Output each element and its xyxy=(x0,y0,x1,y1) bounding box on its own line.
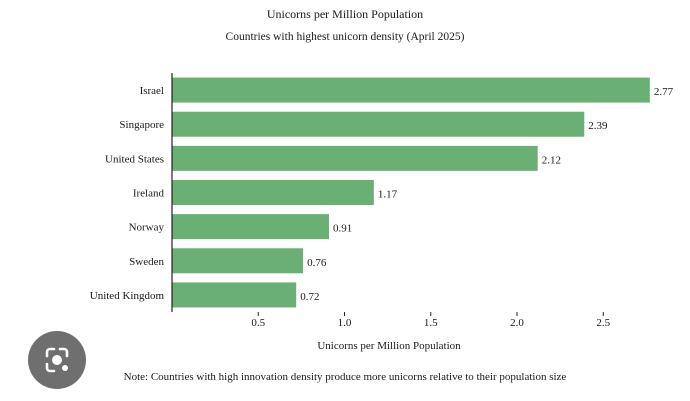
bar-0 xyxy=(172,77,650,103)
category-label: United States xyxy=(105,153,164,165)
category-label: Sweden xyxy=(129,256,164,268)
chart-subtitle: Countries with highest unicorn density (… xyxy=(226,31,465,43)
x-tick-label: 2.0 xyxy=(510,317,524,329)
category-label: Israel xyxy=(140,85,164,97)
category-label: Norway xyxy=(129,222,165,234)
value-label: 2.77 xyxy=(654,86,674,98)
lens-icon xyxy=(45,347,69,373)
chart-note: Note: Countries with high innovation den… xyxy=(124,371,567,383)
bar-3 xyxy=(172,180,374,205)
bars-group xyxy=(172,77,650,308)
value-labels: 2.77 2.39 2.12 1.17 0.91 0.76 0.72 xyxy=(300,86,673,303)
x-tick-label: 0.5 xyxy=(251,317,265,329)
category-labels: Israel Singapore United States Ireland Norwa… xyxy=(90,85,165,302)
value-label: 2.39 xyxy=(588,120,608,132)
bar-1 xyxy=(172,111,585,137)
x-tick-label: 1.0 xyxy=(338,317,352,329)
value-label: 1.17 xyxy=(378,189,398,201)
value-label: 2.12 xyxy=(542,154,561,166)
category-label: United Kingdom xyxy=(90,290,165,302)
bar-5 xyxy=(172,248,304,274)
bar-6 xyxy=(172,282,297,308)
x-ticks: 0.5 1.0 1.5 2.0 2.5 xyxy=(251,312,611,329)
value-label: 0.91 xyxy=(333,223,352,235)
lens-button[interactable] xyxy=(28,331,86,389)
bar-2 xyxy=(172,145,538,171)
bar-4 xyxy=(172,214,329,240)
x-axis-label: Unicorns per Million Population xyxy=(317,340,461,352)
value-label: 0.72 xyxy=(300,291,319,303)
value-label: 0.76 xyxy=(307,257,327,269)
x-tick-label: 1.5 xyxy=(424,317,438,329)
category-label: Ireland xyxy=(133,188,165,200)
x-tick-label: 2.5 xyxy=(596,317,610,329)
chart-title: Unicorns per Million Population xyxy=(267,7,423,21)
category-label: Singapore xyxy=(119,119,164,131)
